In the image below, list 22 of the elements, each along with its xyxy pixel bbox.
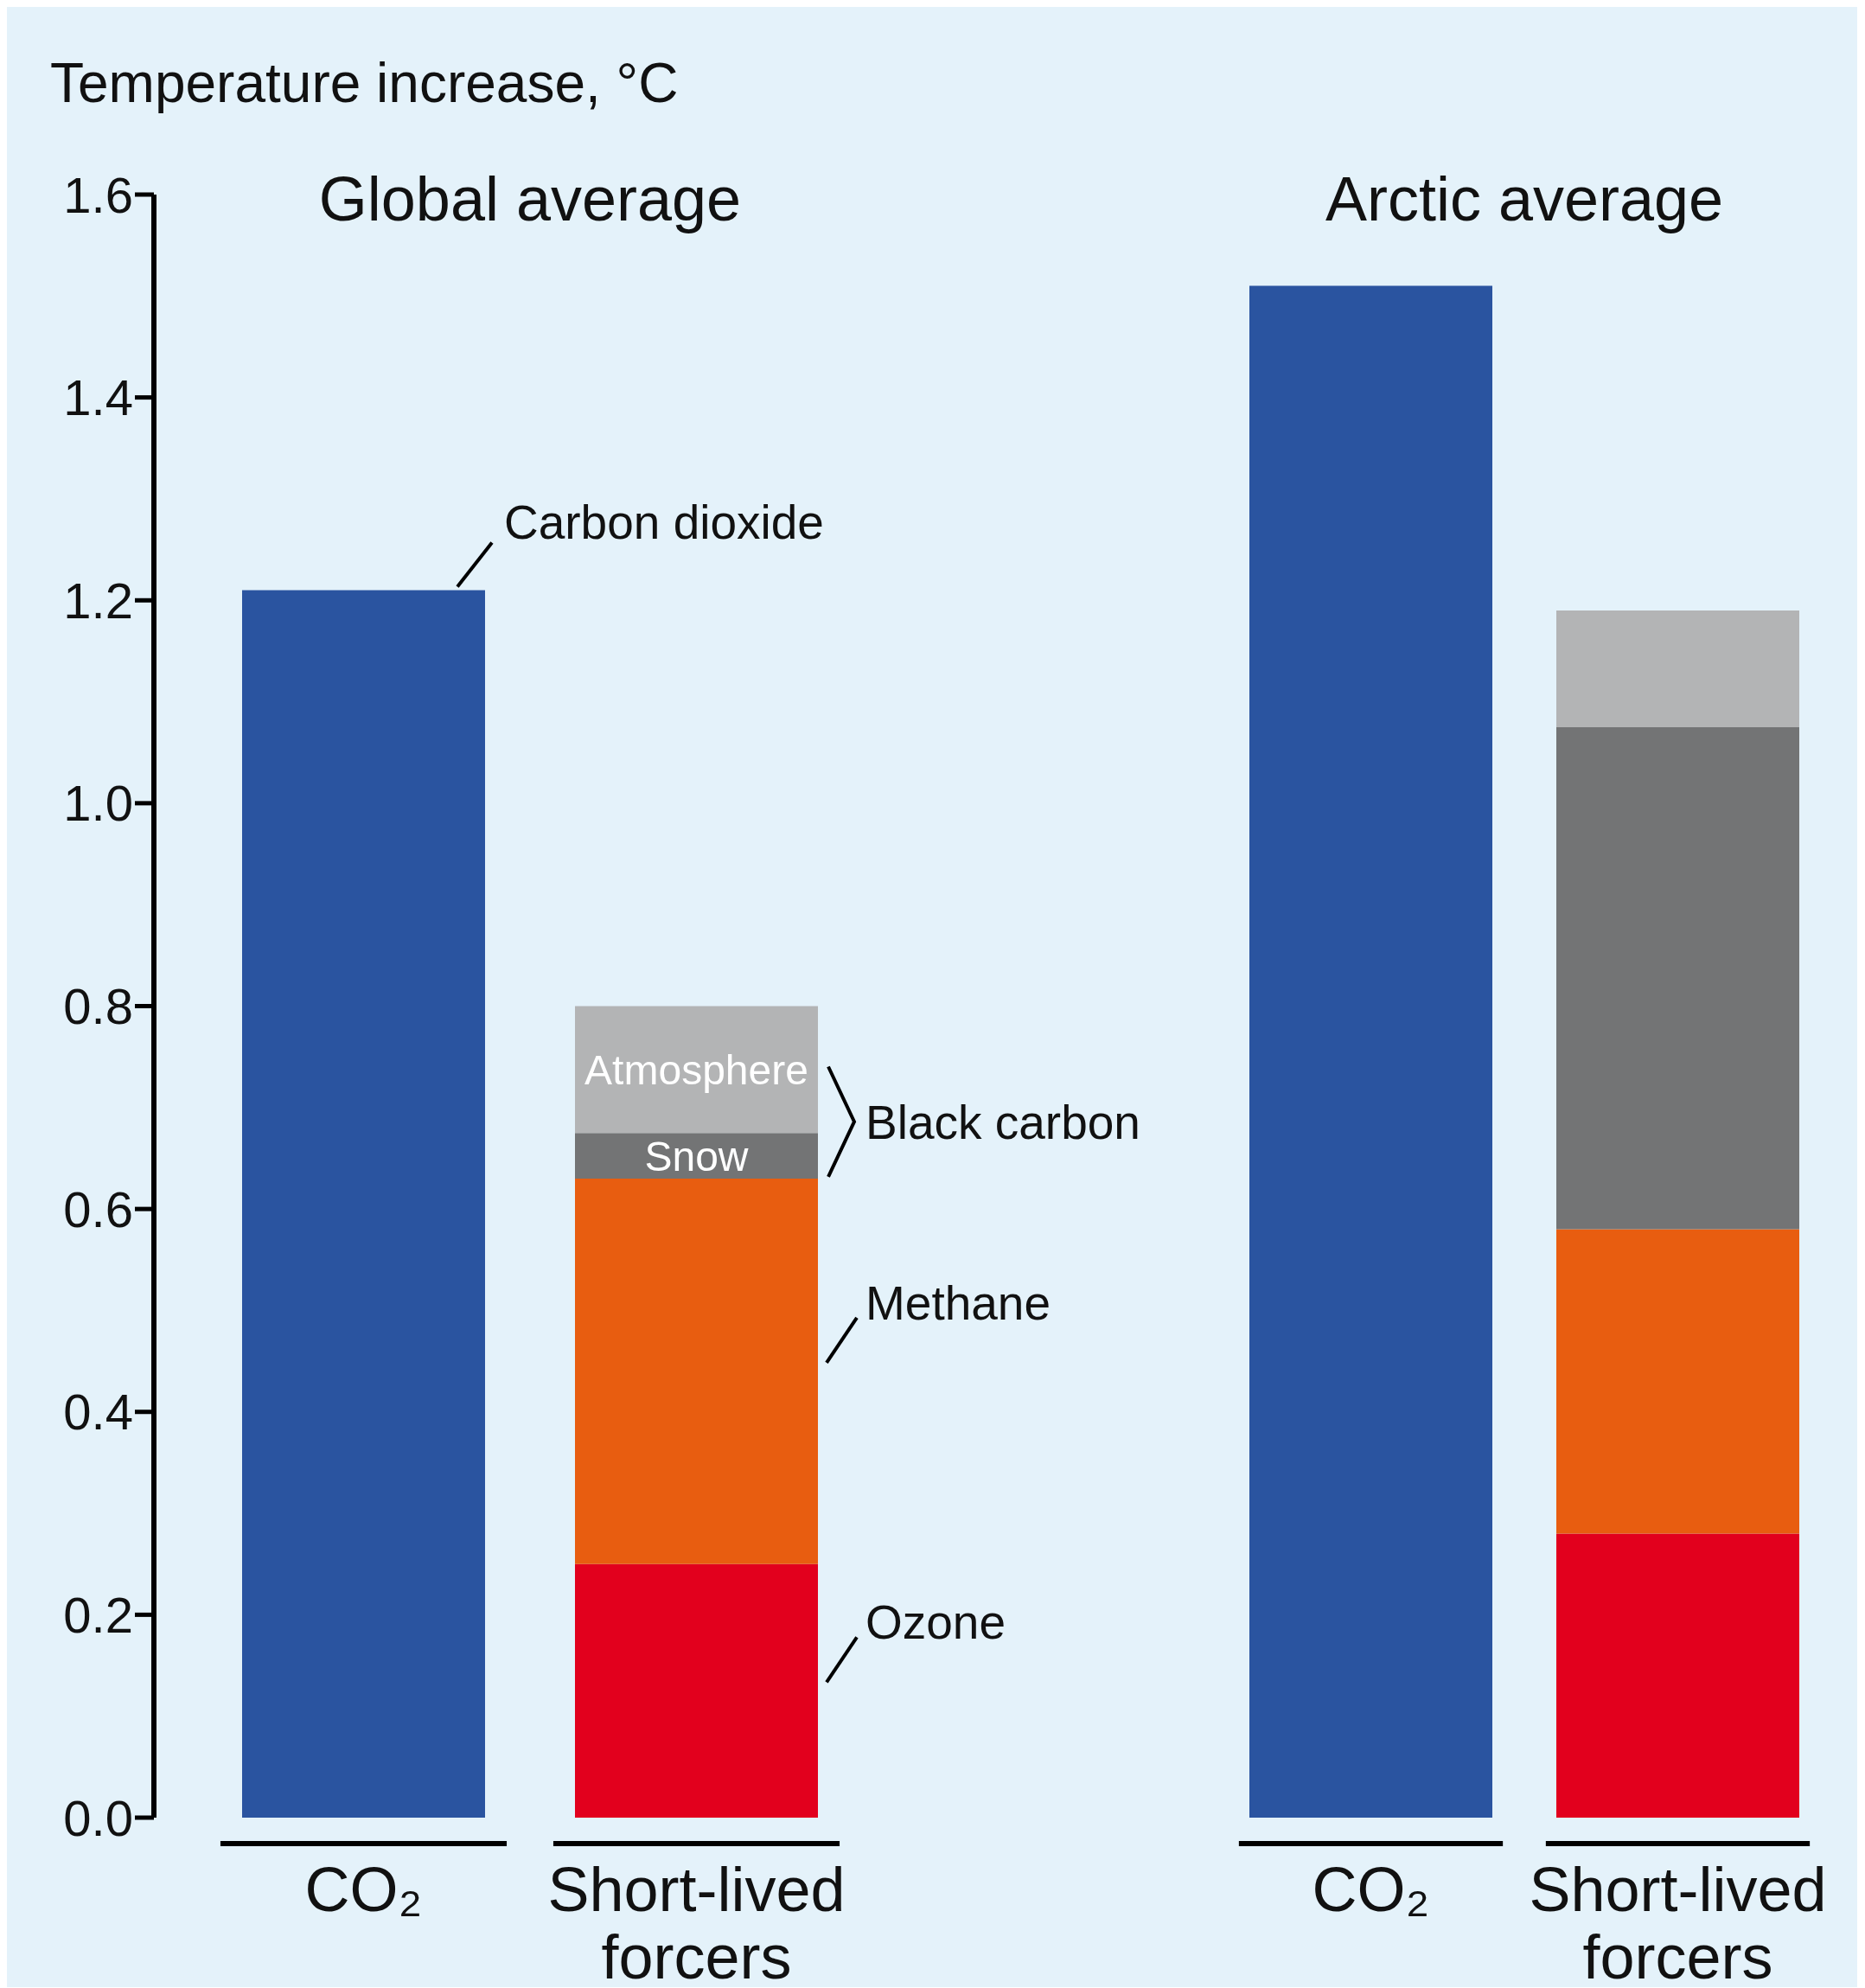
series-label: Carbon dioxide [504, 495, 824, 549]
x-tick-label: Short-lived forcers [1529, 1855, 1827, 1988]
x-tick-label: CO₂ [1312, 1855, 1430, 1924]
chart-title: Global average [318, 164, 742, 233]
x-tick-label: Short-lived forcers [547, 1855, 846, 1988]
series-label: Methane [865, 1275, 1051, 1330]
y-tick-label: 0.0 [63, 1789, 133, 1846]
y-tick-label: 1.6 [63, 166, 133, 223]
y-tick-label: 1.4 [63, 369, 133, 426]
series-label: Snow [644, 1133, 749, 1179]
y-tick-label: 1.0 [63, 775, 133, 832]
x-tick-label: CO₂ [304, 1855, 423, 1924]
text: Black carbon [865, 1096, 1140, 1150]
y-tick-label: 0.6 [63, 1180, 133, 1237]
chart-title: Arctic average [1325, 164, 1724, 233]
series-label: Atmosphere [584, 1046, 808, 1093]
y-tick-label: 0.8 [63, 978, 133, 1035]
series-label: Ozone [865, 1595, 1006, 1650]
y-tick-label: 0.2 [63, 1586, 133, 1643]
y-tick-label: 0.4 [63, 1384, 133, 1441]
y-axis-title: Temperature increase, °C [50, 52, 679, 114]
y-tick-label: 1.2 [63, 572, 133, 629]
